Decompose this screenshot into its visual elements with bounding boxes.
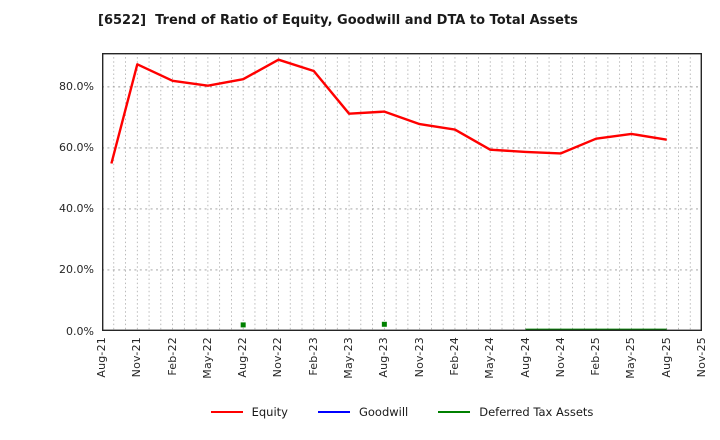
equity-line [110, 58, 667, 164]
plot-border [101, 52, 702, 332]
x-tick-label: May-23 [342, 337, 356, 379]
legend-item-dta: Deferred Tax Assets [438, 405, 593, 419]
x-tick-label: Nov-21 [130, 337, 144, 378]
y-tick-label: 40.0% [59, 202, 94, 216]
x-tick-label: Nov-25 [695, 337, 708, 378]
x-tick-label: Aug-21 [95, 337, 108, 378]
chart-title: [6522] Trend of Ratio of Equity, Goodwil… [98, 13, 578, 28]
x-tick-label: Feb-23 [306, 337, 320, 376]
plot-area [101, 52, 702, 332]
goodwill-line-swatch [317, 410, 350, 414]
y-tick-label: 20.0% [59, 263, 94, 277]
x-tick-label: Aug-25 [659, 337, 673, 378]
x-tick-label: Feb-25 [589, 337, 603, 376]
x-tick-label: Feb-24 [447, 337, 461, 376]
dta-point-marker [381, 321, 387, 327]
y-tick-label: 0.0% [66, 324, 94, 338]
x-tick-label: Nov-22 [271, 337, 285, 378]
x-tick-label: Aug-22 [236, 337, 250, 378]
x-tick-label: Nov-24 [553, 337, 567, 378]
dta-line-swatch [438, 410, 471, 414]
dta-point-marker [240, 322, 246, 328]
x-tick-label: Aug-23 [377, 337, 391, 378]
legend-label-goodwill: Goodwill [358, 405, 409, 419]
legend: Equity Goodwill Deferred Tax Assets [102, 405, 702, 419]
legend-item-goodwill: Goodwill [317, 405, 409, 419]
x-tick-label: May-22 [200, 337, 214, 379]
y-tick-label: 60.0% [59, 141, 94, 155]
legend-label-equity: Equity [251, 405, 288, 419]
x-tick-label: Aug-24 [518, 337, 532, 378]
x-tick-label: Feb-22 [165, 337, 179, 376]
y-tick-label: 80.0% [59, 80, 94, 94]
x-tick-label: May-25 [624, 337, 638, 379]
equity-line-swatch [210, 410, 243, 414]
legend-item-equity: Equity [210, 405, 288, 419]
x-tick-label: Nov-23 [412, 337, 426, 378]
x-tick-label: May-24 [483, 337, 497, 379]
legend-label-dta: Deferred Tax Assets [479, 405, 594, 419]
